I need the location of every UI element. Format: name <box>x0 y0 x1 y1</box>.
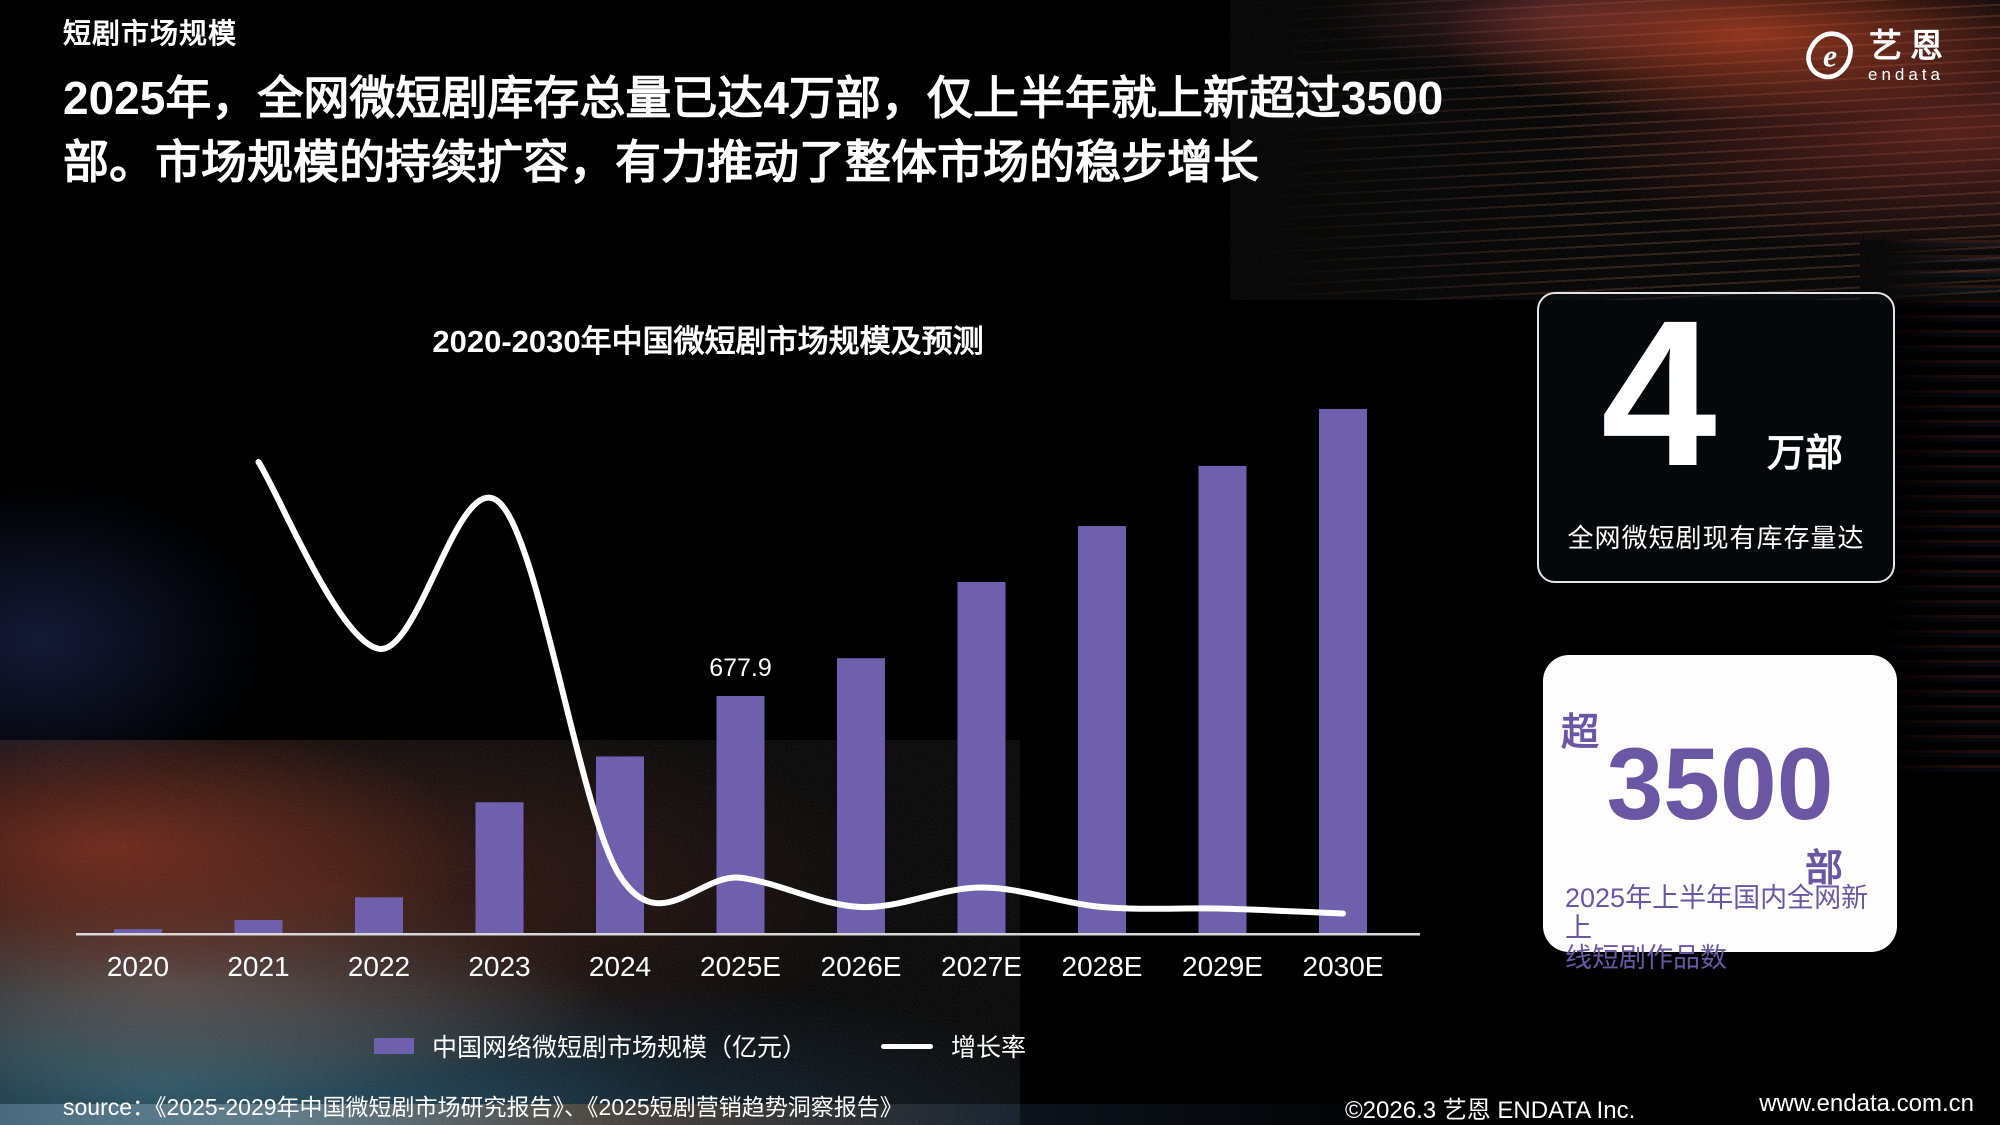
endata-logo-text: 艺恩 endata <box>1868 29 1944 83</box>
x-axis-line <box>76 933 1420 936</box>
x-label-2022: 2022 <box>348 951 410 982</box>
chart-title: 2020-2030年中国微短剧市场规模及预测 <box>432 324 984 359</box>
bar-2025E <box>716 696 765 933</box>
new-releases-prefix: 超 <box>1561 712 1600 754</box>
inventory-value: 4 <box>1601 278 1717 510</box>
x-label-2023: 2023 <box>468 951 530 982</box>
inventory-caption: 全网微短剧现有库存量达 <box>1567 523 1865 553</box>
logo-name-cn: 艺恩 <box>1869 27 1951 64</box>
bar-2029E <box>1198 465 1247 933</box>
x-label-2020: 2020 <box>107 951 169 982</box>
x-label-2025E: 2025E <box>700 951 781 982</box>
inventory-unit: 万部 <box>1767 433 1844 475</box>
copyright-note: ©2026.3 艺恩 ENDATA Inc. <box>1345 1097 1636 1124</box>
x-label-2024: 2024 <box>589 951 651 982</box>
x-label-2021: 2021 <box>227 951 289 982</box>
legend-line-label: 增长率 <box>951 1034 1027 1062</box>
bar-2030E <box>1319 408 1367 933</box>
legend-line-swatch <box>881 1043 933 1049</box>
page-kicker: 短剧市场规模 <box>63 18 238 49</box>
bar-2021 <box>234 920 283 933</box>
new-releases-caption-line2: 线短剧作品数 <box>1565 943 1727 973</box>
data-label-2025E: 677.9 <box>709 654 772 682</box>
bar-2020 <box>114 929 162 933</box>
bar-2027E <box>957 581 1006 933</box>
x-label-2027E: 2027E <box>941 951 1022 982</box>
endata-logo: e 艺恩 endata <box>1802 28 1944 84</box>
legend-bar-label: 中国网络微短剧市场规模（亿元） <box>431 1034 807 1062</box>
new-releases-caption: 2025年上半年国内全网新上 线短剧作品数 <box>1565 883 1885 973</box>
bar-2028E <box>1078 526 1126 933</box>
headline-line-2: 部。市场规模的持续扩容，有力推动了整体市场的稳步增长 <box>63 136 1259 188</box>
bar-2026E <box>837 658 885 933</box>
legend-bar-swatch <box>373 1038 414 1054</box>
logo-name-en: endata <box>1868 65 1944 84</box>
new-releases-caption-line1: 2025年上半年国内全网新上 <box>1565 883 1869 943</box>
new-releases-unit: 部 <box>1805 848 1844 890</box>
website-url: www.endata.com.cn <box>1759 1090 1974 1117</box>
chart-plot-area: 2020 2021 2022 2023 2024 2025E 2026E 2027E 2028E… <box>76 408 1420 982</box>
source-note: source：《2025-2029年中国微短剧市场研究报告》、《2025短剧营销… <box>63 1094 903 1120</box>
svg-text:e: e <box>1823 38 1837 73</box>
x-label-2028E: 2028E <box>1062 951 1143 982</box>
x-label-2029E: 2029E <box>1182 951 1263 982</box>
stat-card-new-releases: 超 3500 部 2025年上半年国内全网新上 线短剧作品数 <box>1543 655 1897 973</box>
page-headline: 2025年，全网微短剧库存总量已达4万部，仅上半年就上新超过3500 部。市场规… <box>63 66 1563 194</box>
market-size-chart: 2020-2030年中国微短剧市场规模及预测 2020 2021 2022 2023 2… <box>70 300 1430 1062</box>
growth-rate-line <box>255 459 1346 917</box>
x-label-2026E: 2026E <box>821 951 902 982</box>
x-label-2030E: 2030E <box>1303 951 1384 982</box>
bar-2023 <box>475 802 524 933</box>
chart-legend: 中国网络微短剧市场规模（亿元） 增长率 <box>20 1028 1380 1064</box>
bar-2022 <box>355 897 403 933</box>
new-releases-value: 3500 <box>1606 727 1834 841</box>
endata-logo-icon: e <box>1806 31 1853 80</box>
headline-line-1: 2025年，全网微短剧库存总量已达4万部，仅上半年就上新超过3500 <box>63 72 1444 124</box>
stat-card-inventory: 4 万部 全网微短剧现有库存量达 <box>1537 278 1895 583</box>
